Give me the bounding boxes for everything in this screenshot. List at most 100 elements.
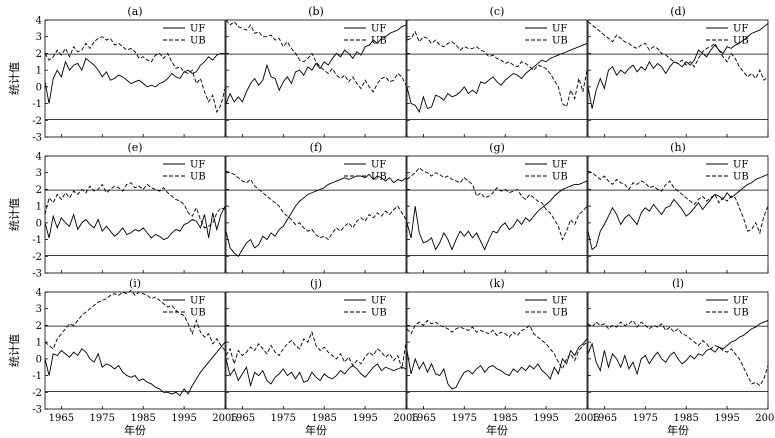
series-uf-line bbox=[44, 341, 226, 397]
x-tick-label: 2005 bbox=[212, 413, 237, 424]
x-tick-label: 1965 bbox=[592, 413, 617, 424]
panel-label: (j) bbox=[310, 277, 322, 290]
y-tick-label: -2 bbox=[32, 388, 42, 399]
series-uf-line bbox=[225, 358, 407, 388]
x-tick-label: 1965 bbox=[411, 413, 436, 424]
y-tick-label: -3 bbox=[32, 269, 42, 280]
panel-label: (l) bbox=[672, 277, 684, 290]
y-tick-label: -1 bbox=[32, 235, 42, 246]
y-tick-label: 0 bbox=[36, 218, 42, 229]
series-ub-line bbox=[587, 170, 769, 235]
y-tick-label: -1 bbox=[32, 371, 42, 382]
y-tick-label: -3 bbox=[32, 405, 42, 416]
x-tick-label: 1975 bbox=[271, 413, 296, 424]
x-tick-label: 1985 bbox=[311, 413, 336, 424]
y-tick-label: -2 bbox=[32, 252, 42, 263]
y-tick-label: 3 bbox=[36, 32, 42, 43]
x-tick-label: 2005 bbox=[574, 413, 599, 424]
legend-label-uf: UF bbox=[190, 24, 205, 35]
plot-frame bbox=[406, 19, 588, 138]
panel-label: (i) bbox=[129, 277, 141, 290]
x-tick-label: 2005 bbox=[393, 413, 418, 424]
legend-label-uf: UF bbox=[371, 160, 386, 171]
x-tick-label: 1985 bbox=[492, 413, 517, 424]
y-tick-label: 1 bbox=[36, 66, 42, 77]
x-tick-label: 1985 bbox=[673, 413, 698, 424]
plot-frame bbox=[587, 19, 769, 138]
legend-label-ub: UB bbox=[371, 308, 387, 319]
y-tick-label: 4 bbox=[36, 152, 42, 163]
series-uf-line bbox=[406, 42, 588, 114]
series-ub-line bbox=[44, 36, 226, 114]
y-axis-label: 统计值 bbox=[8, 334, 21, 367]
plot-frame bbox=[44, 155, 226, 274]
y-tick-label: -2 bbox=[32, 116, 42, 127]
x-tick-label: 1995 bbox=[533, 413, 558, 424]
plot-frame bbox=[406, 155, 588, 274]
y-tick-label: 0 bbox=[36, 354, 42, 365]
legend-label-uf: UF bbox=[552, 296, 567, 307]
panel-label: (a) bbox=[127, 5, 142, 18]
series-ub-line bbox=[44, 289, 226, 351]
legend-label-ub: UB bbox=[733, 36, 749, 47]
series-ub-line bbox=[44, 182, 226, 229]
panel-label: (g) bbox=[489, 141, 505, 154]
x-axis-label: 年份 bbox=[667, 423, 689, 437]
series-ub-line bbox=[225, 330, 407, 370]
series-uf-line bbox=[587, 173, 769, 251]
legend-label-ub: UB bbox=[552, 308, 568, 319]
x-axis-label: 年份 bbox=[305, 423, 327, 437]
series-ub-line bbox=[587, 21, 769, 81]
legend-label-ub: UB bbox=[552, 36, 568, 47]
plot-frame bbox=[44, 291, 226, 410]
series-ub-line bbox=[587, 319, 769, 387]
y-tick-label: 1 bbox=[36, 338, 42, 349]
plot-frame bbox=[587, 291, 769, 410]
y-tick-label: 0 bbox=[36, 82, 42, 93]
y-tick-label: -1 bbox=[32, 99, 42, 110]
legend-label-uf: UF bbox=[190, 296, 205, 307]
legend-label-uf: UF bbox=[190, 160, 205, 171]
panel-label: (k) bbox=[489, 277, 504, 290]
series-ub-line bbox=[225, 170, 407, 241]
y-tick-label: 4 bbox=[36, 16, 42, 27]
series-ub-line bbox=[406, 319, 588, 370]
x-tick-label: 1965 bbox=[49, 413, 74, 424]
legend-label-ub: UB bbox=[371, 36, 387, 47]
series-uf-line bbox=[225, 24, 407, 104]
y-axis-label: 统计值 bbox=[8, 62, 21, 95]
x-axis-label: 年份 bbox=[124, 423, 146, 437]
legend-label-uf: UF bbox=[371, 296, 386, 307]
series-ub-line bbox=[406, 30, 588, 108]
legend-label-ub: UB bbox=[190, 172, 206, 183]
panel-label: (f) bbox=[310, 141, 323, 154]
x-tick-label: 1985 bbox=[130, 413, 155, 424]
series-ub-line bbox=[406, 167, 588, 241]
series-ub-line bbox=[225, 19, 407, 93]
legend-label-ub: UB bbox=[733, 172, 749, 183]
legend-label-ub: UB bbox=[733, 308, 749, 319]
series-uf-line bbox=[587, 319, 769, 376]
series-uf-line bbox=[406, 338, 588, 390]
legend-label-uf: UF bbox=[733, 24, 748, 35]
legend-label-uf: UF bbox=[733, 296, 748, 307]
plot-frame bbox=[587, 155, 769, 274]
panel-label: (h) bbox=[670, 141, 686, 154]
x-tick-label: 1995 bbox=[714, 413, 739, 424]
y-tick-label: 4 bbox=[36, 288, 42, 299]
y-tick-label: 3 bbox=[36, 168, 42, 179]
legend-label-ub: UB bbox=[190, 36, 206, 47]
y-tick-label: 3 bbox=[36, 304, 42, 315]
x-tick-label: 1965 bbox=[230, 413, 255, 424]
y-axis-label: 统计值 bbox=[8, 198, 21, 231]
